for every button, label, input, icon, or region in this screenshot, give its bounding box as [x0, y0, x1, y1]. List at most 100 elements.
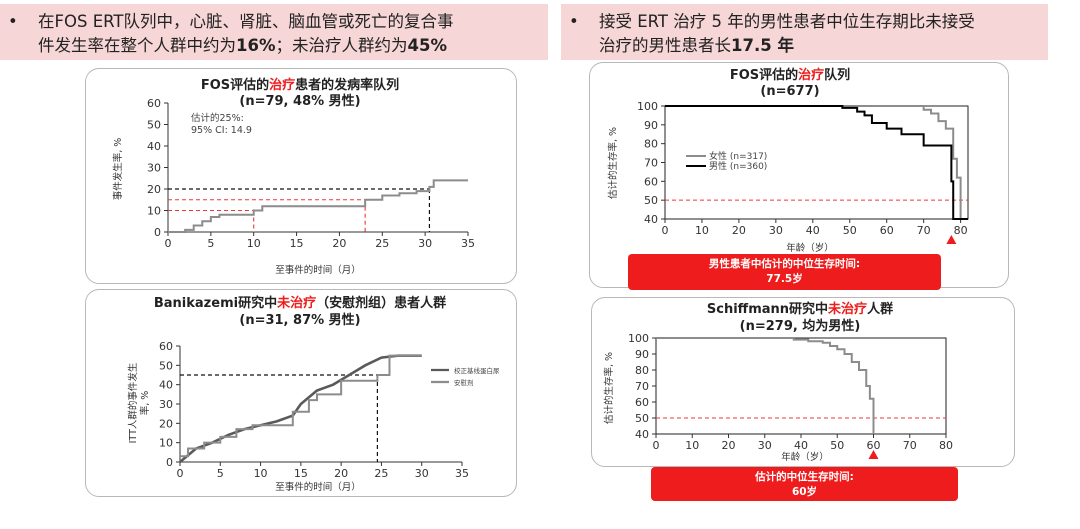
y-tick-label: 40: [147, 140, 161, 153]
x-tick-label: 35: [461, 237, 475, 250]
x-tick-label: 10: [247, 237, 261, 250]
plot-frame: [655, 337, 947, 435]
plots-layer: 0 5 10 15 20 25 30 35 0 10 20 30 40 50 60 0 5 10 15 20 25 30 3…: [147, 97, 969, 480]
x-tick-label: 0: [177, 467, 184, 480]
x-tick-label: 30: [418, 237, 432, 250]
y-tick-label: 50: [644, 194, 658, 207]
x-tick-label: 20: [732, 224, 746, 237]
banner-right-line1: 接受 ERT 治疗 5 年的男性患者中位生存期比未接受: [599, 12, 975, 31]
x-tick-label: 15: [294, 467, 308, 480]
x-tick-label: 15: [290, 237, 304, 250]
x-tick-label: 10: [254, 467, 268, 480]
banner-highlight: 45%: [407, 36, 448, 55]
banner-highlight: 17.5 年: [731, 36, 794, 55]
y-tick-label: 100: [628, 332, 649, 345]
y-tick-label: 30: [159, 398, 173, 411]
series-line: [665, 105, 968, 220]
chart-subtitle: (n=31, 87% 男性): [239, 312, 360, 328]
y-tick-label: 60: [147, 97, 161, 110]
banner-text: 件发生率在整个人群中约为: [38, 36, 236, 55]
callout-fos-survival: 男性患者中估计的中位生存时间: 77.5岁: [628, 254, 941, 290]
bullet: •: [8, 12, 18, 31]
x-tick-label: 80: [954, 224, 968, 237]
annotation-note: 95% CI: 14.9: [191, 125, 252, 136]
banner-left-text: 在FOS ERT队列中，心脏、肾脏、脑血管或死亡的复合事 件发生率在整个人群中约…: [38, 10, 540, 58]
x-tick-label: 40: [794, 439, 808, 452]
chart-title: FOS评估的治疗患者的发病率队列: [201, 77, 399, 93]
y-tick-label: 70: [644, 157, 658, 170]
series-line: [656, 337, 875, 434]
y-axis-label: ITT人群的事件发生: [127, 362, 139, 443]
y-tick-label: 0: [166, 456, 173, 469]
y-tick-label: 70: [635, 380, 649, 393]
x-tick-label: 20: [722, 439, 736, 452]
x-axis-label: 至事件的时间（月）: [275, 481, 361, 493]
y-tick-label: 60: [159, 340, 173, 353]
x-tick-label: 60: [880, 224, 894, 237]
x-tick-label: 70: [903, 439, 917, 452]
median-marker-icon: [868, 450, 879, 459]
banner-highlight: 16%: [236, 36, 276, 55]
chart-title: Banikazemi研究中未治疗（安慰剂组）患者人群: [154, 295, 446, 311]
callout-line1: 男性患者中估计的中位生存时间:: [708, 258, 861, 270]
chart-title: FOS评估的治疗队列: [730, 67, 850, 83]
banner-right-line2: 治疗的男性患者长17.5 年: [599, 34, 1040, 58]
x-tick-label: 60: [867, 439, 881, 452]
x-tick-label: 20: [334, 467, 348, 480]
legend-label: 女性 (n=317): [709, 150, 767, 162]
y-tick-label: 40: [159, 379, 173, 392]
series-line: [168, 179, 468, 233]
banner-left: • 在FOS ERT队列中，心脏、肾脏、脑血管或死亡的复合事 件发生率在整个人群…: [0, 4, 548, 60]
x-tick-label: 30: [758, 439, 772, 452]
y-tick-label: 60: [635, 396, 649, 409]
median-marker-icon: [946, 235, 957, 244]
x-tick-label: 80: [939, 439, 953, 452]
annotation-note: 估计的25%:: [191, 112, 244, 124]
y-tick-label: 40: [635, 428, 649, 441]
y-tick-label: 80: [635, 364, 649, 377]
x-tick-label: 0: [653, 439, 660, 452]
chart-subtitle: (n=79, 48% 男性): [239, 93, 360, 109]
legend-label: 安慰剂: [454, 378, 474, 387]
y-tick-label: 60: [644, 175, 658, 188]
series-line: [665, 105, 968, 220]
y-tick-label: 10: [159, 437, 173, 450]
x-tick-label: 30: [769, 224, 783, 237]
banner-right-text: 接受 ERT 治疗 5 年的男性患者中位生存期比未接受 治疗的男性患者长17.5…: [599, 10, 1040, 58]
y-tick-label: 100: [637, 100, 658, 113]
y-tick-label: 50: [159, 359, 173, 372]
y-tick-label: 30: [147, 162, 161, 175]
callout-line1: 估计的中位生存时间:: [755, 471, 854, 483]
y-tick-label: 0: [154, 226, 161, 239]
legend-label: 校正基线蛋白尿: [454, 366, 500, 375]
x-tick-label: 20: [332, 237, 346, 250]
x-tick-label: 10: [695, 224, 709, 237]
y-axis-label: 估计的生存率, %: [603, 352, 615, 424]
callout-line2: 77.5岁: [766, 273, 803, 285]
y-tick-label: 20: [159, 417, 173, 430]
banner-left-line1: 在FOS ERT队列中，心脏、肾脏、脑血管或死亡的复合事: [38, 12, 454, 31]
y-axis-label: 率, %: [139, 391, 151, 416]
x-tick-label: 40: [806, 224, 820, 237]
chart-subtitle: (n=279, 均为男性): [740, 318, 861, 334]
x-tick-label: 0: [165, 237, 172, 250]
x-tick-label: 50: [830, 439, 844, 452]
chart-title: Schiffmann研究中未治疗人群: [707, 301, 893, 317]
x-tick-label: 0: [662, 224, 669, 237]
series-line: [179, 354, 422, 463]
x-axis-label: 至事件的时间（月）: [275, 264, 361, 276]
x-axis-label: 年龄（岁）: [786, 242, 834, 254]
callout-line2: 60岁: [791, 486, 818, 498]
banner-text: 治疗的男性患者长: [599, 36, 731, 55]
x-tick-label: 70: [917, 224, 931, 237]
legend-label: 男性 (n=360): [709, 160, 767, 172]
y-tick-label: 80: [644, 138, 658, 151]
x-tick-label: 5: [217, 467, 224, 480]
x-tick-label: 5: [207, 237, 214, 250]
x-tick-label: 25: [374, 467, 388, 480]
callout-schiffmann: 估计的中位生存时间: 60岁: [651, 467, 958, 501]
panel-fos-treated: [85, 68, 517, 284]
chart-subtitle: (n=677): [760, 84, 819, 99]
y-tick-label: 10: [147, 205, 161, 218]
